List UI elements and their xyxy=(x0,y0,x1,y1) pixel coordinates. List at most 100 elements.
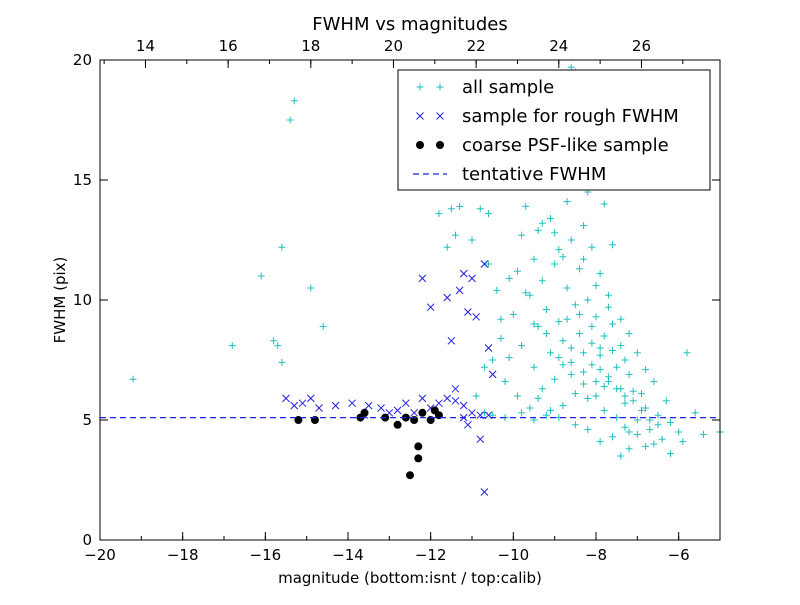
cross-mark-b xyxy=(451,384,460,393)
top-tick-label: 22 xyxy=(467,37,486,55)
plus-point xyxy=(274,342,282,350)
plus-point xyxy=(625,370,633,378)
plus-point xyxy=(604,291,612,299)
plus-point xyxy=(650,440,658,448)
cross-point xyxy=(464,308,472,316)
plus-point xyxy=(530,363,538,371)
plus-point xyxy=(675,428,683,436)
cross-mark-b xyxy=(488,370,497,379)
x-tick-label: −20 xyxy=(84,546,116,564)
plus-point xyxy=(286,116,294,124)
plus-point xyxy=(270,337,278,345)
plus-point xyxy=(625,428,633,436)
plus-point xyxy=(609,241,617,249)
x-tick-label: −6 xyxy=(668,546,690,564)
cross-mark-b xyxy=(459,269,468,278)
cross-point xyxy=(480,488,489,496)
plus-point xyxy=(485,210,493,218)
top-tick-label: 24 xyxy=(549,37,568,55)
plus-point xyxy=(257,272,265,280)
plus-point xyxy=(604,378,612,386)
legend-cross-b xyxy=(436,112,444,120)
plus-point xyxy=(588,243,596,251)
plus-point xyxy=(666,450,674,458)
plus-point xyxy=(518,342,526,350)
plus-point xyxy=(646,416,654,424)
cross-mark-b xyxy=(418,274,427,283)
plus-point xyxy=(480,363,488,371)
plus-point xyxy=(497,334,505,342)
cross-mark-b xyxy=(393,406,402,415)
plus-point xyxy=(633,416,641,424)
cross-point xyxy=(306,394,315,403)
plus-point xyxy=(633,430,641,438)
cross-point xyxy=(451,384,460,393)
y-tick-label: 15 xyxy=(73,171,92,189)
plus-point xyxy=(505,274,513,282)
cross-point xyxy=(447,336,456,345)
plus-point xyxy=(563,284,571,292)
plus-point xyxy=(625,330,633,338)
plus-point xyxy=(489,356,497,364)
plus-point xyxy=(547,214,555,222)
cross-mark-b xyxy=(468,408,476,417)
plus-point xyxy=(555,246,563,254)
cross-point xyxy=(443,394,452,403)
plus-point xyxy=(530,320,538,328)
cross-mark-b xyxy=(298,399,307,408)
cross-mark-b xyxy=(464,420,472,429)
plus-point xyxy=(501,378,509,386)
cross-mark-b xyxy=(451,396,460,405)
right-axis xyxy=(712,59,720,541)
cross-point xyxy=(290,401,299,410)
plus-point xyxy=(600,406,608,414)
plus-point xyxy=(563,198,571,206)
plus-point xyxy=(493,286,501,294)
plus-point xyxy=(567,370,575,378)
cross-point xyxy=(426,303,435,312)
plus-point xyxy=(617,452,625,460)
legend-dot xyxy=(436,141,444,149)
cross-mark-b xyxy=(455,286,464,295)
plus-point xyxy=(526,291,534,299)
cross-point xyxy=(459,269,468,278)
psf-point xyxy=(360,408,369,417)
plus-point xyxy=(559,402,567,410)
cross-point xyxy=(476,435,485,444)
cross-point xyxy=(418,394,427,403)
legend-cross-b xyxy=(416,112,424,120)
plus-point xyxy=(522,202,530,210)
cross-point xyxy=(377,404,385,412)
plus-point xyxy=(633,349,641,357)
cross-point xyxy=(484,344,493,352)
data-layer xyxy=(100,63,724,496)
legend-dot xyxy=(416,141,424,149)
plus-point xyxy=(629,387,637,395)
plus-point xyxy=(505,354,513,362)
cross-point xyxy=(472,312,480,321)
cross-point xyxy=(364,401,373,410)
plus-point xyxy=(571,421,579,429)
plus-point xyxy=(559,253,567,261)
plus-point xyxy=(637,406,645,414)
plus-point xyxy=(592,313,600,321)
plus-point xyxy=(691,409,699,417)
plus-point xyxy=(596,270,604,278)
plus-point xyxy=(588,339,596,347)
cross-mark-b xyxy=(472,312,480,321)
plus-point xyxy=(476,205,484,213)
legend-entry: sample for rough FWHM xyxy=(416,106,679,127)
plus-point xyxy=(621,392,629,400)
cross-mark-b xyxy=(418,394,427,403)
plus-point xyxy=(534,394,542,402)
plus-point xyxy=(522,289,530,297)
legend-label: tentative FWHM xyxy=(462,164,606,185)
cross-mark-b xyxy=(480,488,489,496)
plus-point xyxy=(642,442,650,450)
cross-mark-b xyxy=(435,399,443,408)
plus-point xyxy=(584,394,592,402)
plus-point xyxy=(534,322,542,330)
plus-point xyxy=(542,306,550,314)
plus-point xyxy=(559,337,567,345)
